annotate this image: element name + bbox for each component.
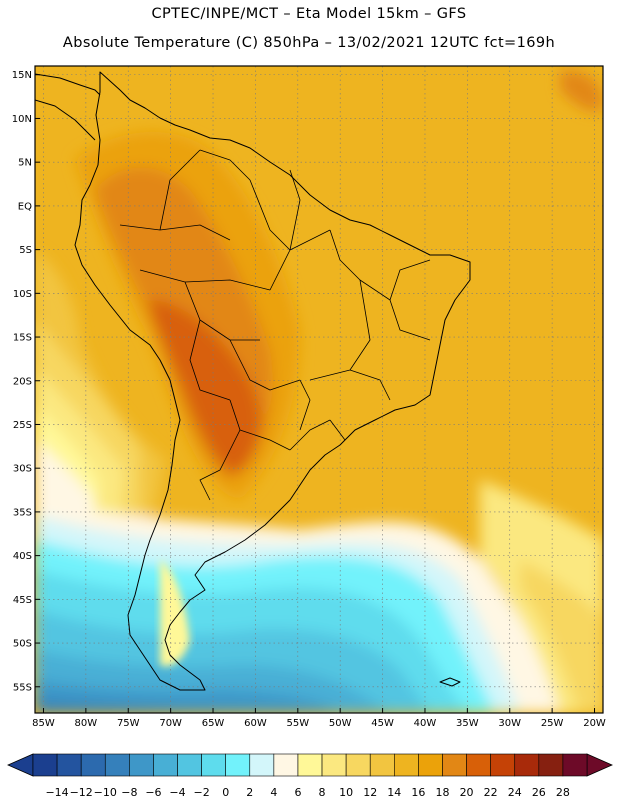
lon-tick-label: 20W xyxy=(583,718,606,729)
coastlines-and-borders xyxy=(35,71,471,691)
colorbar-swatch xyxy=(394,753,419,777)
lat-tick-label: 40S xyxy=(13,551,32,562)
colorbar-label: 6 xyxy=(294,786,301,799)
country-borders xyxy=(119,149,431,501)
lat-tick-label: 35S xyxy=(13,507,32,518)
field-atlantic-12to14 xyxy=(520,560,603,713)
lon-tick-label: 85W xyxy=(32,718,55,729)
lat-tick-label: 30S xyxy=(13,464,32,475)
graticule xyxy=(35,66,603,713)
colorbar-over-arrow xyxy=(586,753,613,777)
colorbar-label: 12 xyxy=(363,786,377,799)
lon-tick-label: 55W xyxy=(286,718,309,729)
latitude-labels: 15N 10N 5N EQ 5S 10S 15S 20S 25S 30S 35S 40S 45S 50S 5… xyxy=(12,70,40,693)
colorbar-swatch xyxy=(56,753,82,777)
map-title-line-1: CPTEC/INPE/MCT – Eta Model 15km – GFS xyxy=(151,6,467,22)
colorbar-label: 0 xyxy=(222,786,229,799)
colorbar-label: −2 xyxy=(193,786,209,799)
colorbar-label: −4 xyxy=(169,786,185,799)
colorbar-label: 8 xyxy=(319,786,326,799)
colorbar-label: 24 xyxy=(508,786,522,799)
central-america-coastline xyxy=(35,73,101,141)
colorbar-under-arrow xyxy=(7,753,34,777)
colorbar-swatch xyxy=(273,753,299,777)
colorbar-swatch xyxy=(177,753,202,777)
map-frame xyxy=(34,65,604,714)
lon-tick-label: 60W xyxy=(244,718,267,729)
colorbar-label: −10 xyxy=(94,786,117,799)
colorbar-label: 20 xyxy=(460,786,474,799)
field-south-minus6to-4 xyxy=(35,680,340,713)
lon-tick-label: 50W xyxy=(329,718,352,729)
lon-tick-label: 75W xyxy=(117,718,140,729)
colorbar-swatch xyxy=(297,753,323,777)
lon-tick-label: 80W xyxy=(75,718,98,729)
lon-tick-label: 45W xyxy=(371,718,394,729)
colorbar-swatch xyxy=(562,753,588,777)
lat-tick-label: 15N xyxy=(12,70,32,81)
colorbar: −14 −12 −10 −8 −6 −4 −2 0 2 4 6 8 10 12 14 16 18 20 22 24 26… xyxy=(7,753,613,799)
colorbar-swatch xyxy=(80,753,106,777)
lat-tick-label: 10S xyxy=(13,289,32,300)
colorbar-label: 22 xyxy=(484,786,498,799)
map-title-line-2: Absolute Temperature (C) 850hPa – 13/02/… xyxy=(62,35,556,51)
field-northeast-20to22 xyxy=(560,70,603,112)
lon-tick-label: 65W xyxy=(202,718,225,729)
colorbar-label: 18 xyxy=(435,786,449,799)
lat-tick-label: 5S xyxy=(19,245,32,256)
colorbar-label: 16 xyxy=(411,786,425,799)
colorbar-swatch xyxy=(345,753,371,777)
lat-tick-label: 50S xyxy=(13,639,32,650)
lat-tick-label: 25S xyxy=(13,420,32,431)
south-atlantic-island xyxy=(439,677,461,687)
lon-tick-label: 70W xyxy=(159,718,182,729)
colorbar-label: 14 xyxy=(387,786,401,799)
lon-tick-label: 35W xyxy=(456,718,479,729)
colorbar-swatch xyxy=(249,753,275,777)
lat-tick-label: 15S xyxy=(13,333,32,344)
colorbar-swatch xyxy=(153,753,178,777)
longitude-labels: 85W 80W 75W 70W 65W 60W 55W 50W 45W 40W 35W 30W 25W 2… xyxy=(32,708,606,729)
lat-tick-label: EQ xyxy=(18,201,32,212)
lon-tick-label: 40W xyxy=(414,718,437,729)
colorbar-swatch xyxy=(201,753,226,777)
colorbar-swatch xyxy=(32,753,58,777)
lon-tick-label: 30W xyxy=(498,718,521,729)
colorbar-label: 26 xyxy=(532,786,546,799)
lat-tick-label: 20S xyxy=(13,376,32,387)
lon-tick-label: 25W xyxy=(541,718,564,729)
colorbar-label: −8 xyxy=(121,786,137,799)
colorbar-swatch xyxy=(225,753,251,777)
field-patagonia-8to10 xyxy=(160,560,190,667)
colorbar-swatch xyxy=(466,753,491,777)
colorbar-label: 2 xyxy=(246,786,253,799)
colorbar-swatch xyxy=(418,753,443,777)
field-continent-22to24 xyxy=(150,300,261,475)
lat-tick-label: 5N xyxy=(18,158,32,169)
colorbar-swatch xyxy=(514,753,540,777)
temperature-field xyxy=(35,66,603,713)
colorbar-label: 4 xyxy=(270,786,277,799)
colorbar-label: −12 xyxy=(70,786,93,799)
colorbar-label: 10 xyxy=(339,786,353,799)
colorbar-swatch xyxy=(104,753,130,777)
colorbar-swatch xyxy=(538,753,564,777)
colorbar-label: 28 xyxy=(556,786,570,799)
lat-tick-label: 10N xyxy=(12,114,32,125)
south-america-coastline xyxy=(74,71,471,691)
colorbar-swatch xyxy=(442,753,467,777)
colorbar-label: −14 xyxy=(45,786,68,799)
colorbar-swatch xyxy=(129,753,154,777)
lat-tick-label: 55S xyxy=(13,682,32,693)
lat-tick-label: 45S xyxy=(13,595,32,606)
colorbar-swatch xyxy=(490,753,516,777)
colorbar-swatch xyxy=(321,753,347,777)
colorbar-swatch xyxy=(369,753,395,777)
field-south-minus8to-6 xyxy=(35,700,260,713)
colorbar-label: −6 xyxy=(145,786,161,799)
